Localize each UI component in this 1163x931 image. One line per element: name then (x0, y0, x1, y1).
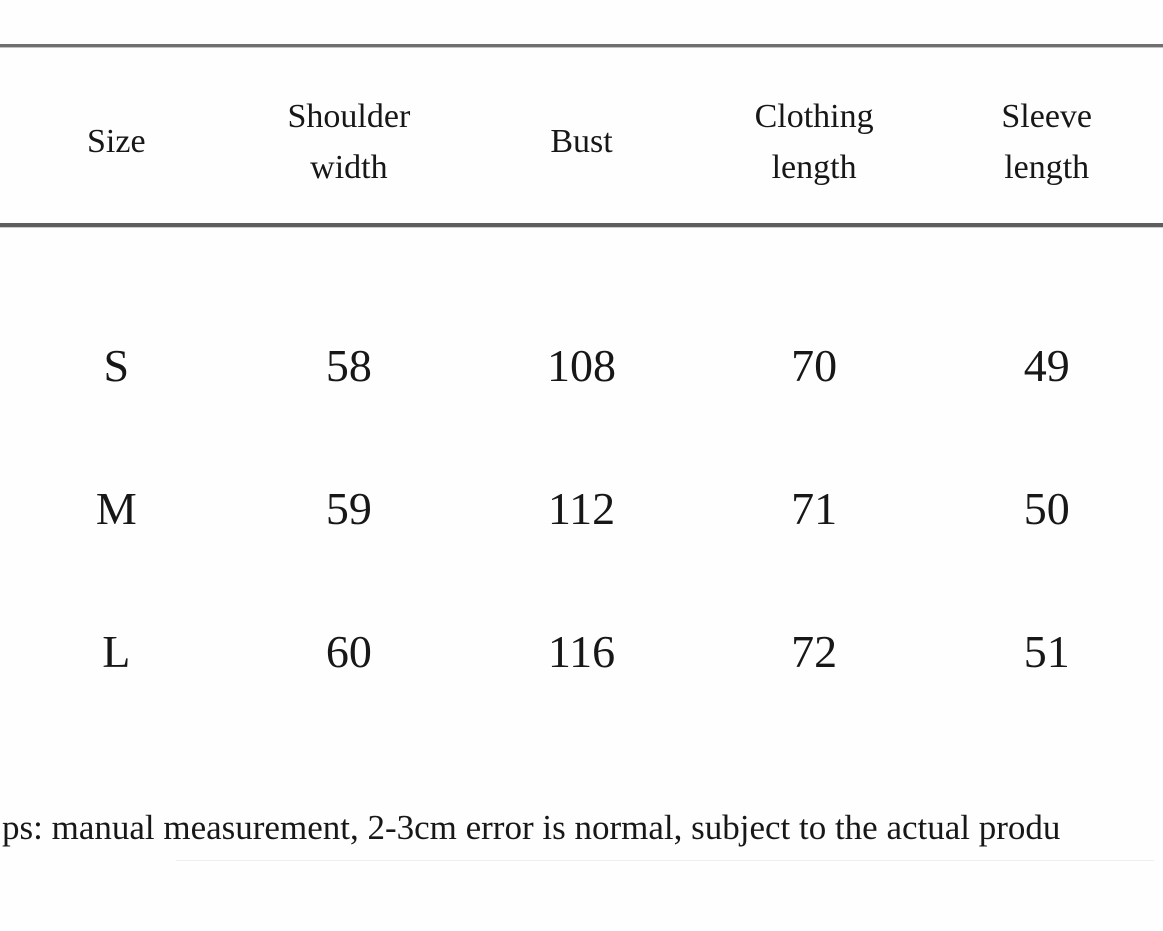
clothing-length-value-m: 71 (791, 483, 838, 534)
column-header-sleeve-length: Sleeve length (1001, 97, 1093, 186)
size-label-l: L (102, 626, 131, 677)
shoulder-width-value-l: 60 (325, 626, 372, 677)
clothing-length-value-l: 72 (791, 626, 838, 677)
shoulder-width-value-s: 58 (325, 340, 372, 391)
sleeve-length-value-s: 49 (1023, 340, 1070, 391)
sleeve-length-value-l: 51 (1023, 626, 1070, 677)
size-label-s: S (103, 340, 130, 391)
column-header-size: Size (87, 123, 146, 160)
size-chart-header-row: Size Shoulder width Bust Clothing length… (0, 60, 1163, 223)
column-header-clothing-length: Clothing length (754, 97, 874, 186)
sleeve-length-value-m: 50 (1023, 483, 1070, 534)
column-header-bust: Bust (550, 123, 613, 160)
table-top-border (0, 44, 1163, 48)
faint-divider (176, 860, 1154, 861)
bust-value-m: 112 (547, 483, 616, 534)
size-chart-body: S 58 108 70 49 M 59 112 71 50 L 60 116 7… (0, 294, 1163, 723)
bust-value-l: 116 (547, 626, 616, 677)
column-header-shoulder-width: Shoulder width (287, 97, 411, 186)
bust-value-s: 108 (546, 340, 616, 391)
header-separator-border (0, 223, 1163, 228)
shoulder-width-value-m: 59 (325, 483, 372, 534)
measurement-disclaimer-note: ps: manual measurement, 2-3cm error is n… (2, 808, 1061, 847)
clothing-length-value-s: 70 (791, 340, 838, 391)
size-label-m: M (95, 483, 137, 534)
